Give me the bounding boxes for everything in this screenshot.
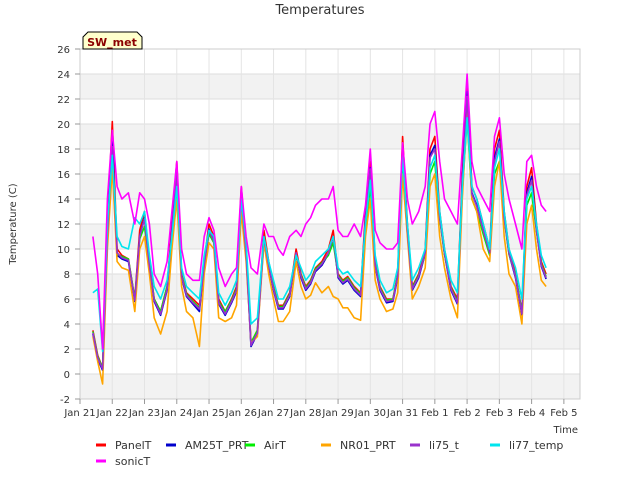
x-tick-label: Jan 25 <box>192 408 224 419</box>
legend-label-sonict: sonicT <box>115 455 151 468</box>
y-tick-label: 4 <box>64 320 70 331</box>
y-tick-label: 18 <box>57 145 70 156</box>
y-tick-label: 2 <box>64 345 70 356</box>
series-line-li77-temp <box>92 117 547 353</box>
plot-band <box>80 74 580 99</box>
legend-label-airt: AirT <box>264 439 286 452</box>
series-line-sonict <box>92 73 547 350</box>
x-tick-label: Jan 21 <box>63 408 95 419</box>
x-tick-label: Feb 4 <box>518 408 545 419</box>
x-tick-label: Jan 29 <box>321 408 353 419</box>
y-tick-label: 26 <box>57 45 70 56</box>
badge-shape <box>82 31 143 50</box>
x-tick-label: Jan 22 <box>96 408 128 419</box>
x-tick-label: Jan 27 <box>257 408 289 419</box>
y-tick-label: 12 <box>57 220 70 231</box>
legend-label-am25t-prt: AM25T_PRT <box>185 439 249 452</box>
y-tick-label: 16 <box>57 170 70 181</box>
y-tick-label: 22 <box>57 95 70 106</box>
x-axis-label: Time <box>553 425 578 436</box>
plot-band <box>80 199 580 224</box>
x-tick-label: Feb 3 <box>486 408 513 419</box>
y-tick-label: -2 <box>60 395 70 406</box>
badge-label: SW_met <box>87 36 137 49</box>
x-tick-label: Jan 23 <box>128 408 160 419</box>
y-tick-label: 24 <box>57 70 70 81</box>
y-tick-label: 10 <box>57 245 70 256</box>
x-tick-label: Jan 26 <box>225 408 257 419</box>
legend-label-li75-t: li75_t <box>429 439 460 452</box>
plot-band <box>80 149 580 174</box>
plot-band <box>80 49 580 74</box>
y-tick-label: 14 <box>57 195 70 206</box>
plot-band <box>80 324 580 349</box>
x-tick-label: Feb 1 <box>421 408 448 419</box>
x-tick-label: Jan 31 <box>386 408 418 419</box>
x-tick-label: Jan 28 <box>289 408 321 419</box>
legend: PanelT AM25T_PRT AirT NR01_PRT li75_t li77_te… <box>96 439 563 468</box>
y-tick-label: 20 <box>57 120 70 131</box>
y-tick-label: 8 <box>64 270 70 281</box>
x-tick-label: Feb 5 <box>550 408 577 419</box>
plot-band <box>80 124 580 149</box>
y-tick-label: 0 <box>64 370 70 381</box>
legend-label-li77-temp: li77_temp <box>509 439 563 452</box>
x-tick-label: Jan 30 <box>354 408 386 419</box>
y-tick-label: 6 <box>64 295 70 306</box>
sw-met-badge: SW_met <box>82 31 143 50</box>
plot-band <box>80 349 580 374</box>
chart-title: Temperatures <box>274 3 364 18</box>
y-axis-label: Temperature (C) <box>8 183 19 265</box>
x-tick-label: Feb 2 <box>453 408 480 419</box>
legend-label-nr01-prt: NR01_PRT <box>340 439 396 452</box>
x-tick-label: Jan 24 <box>160 408 192 419</box>
plot-band <box>80 374 580 399</box>
legend-label-panelt: PanelT <box>115 439 152 452</box>
plot-band <box>80 99 580 124</box>
